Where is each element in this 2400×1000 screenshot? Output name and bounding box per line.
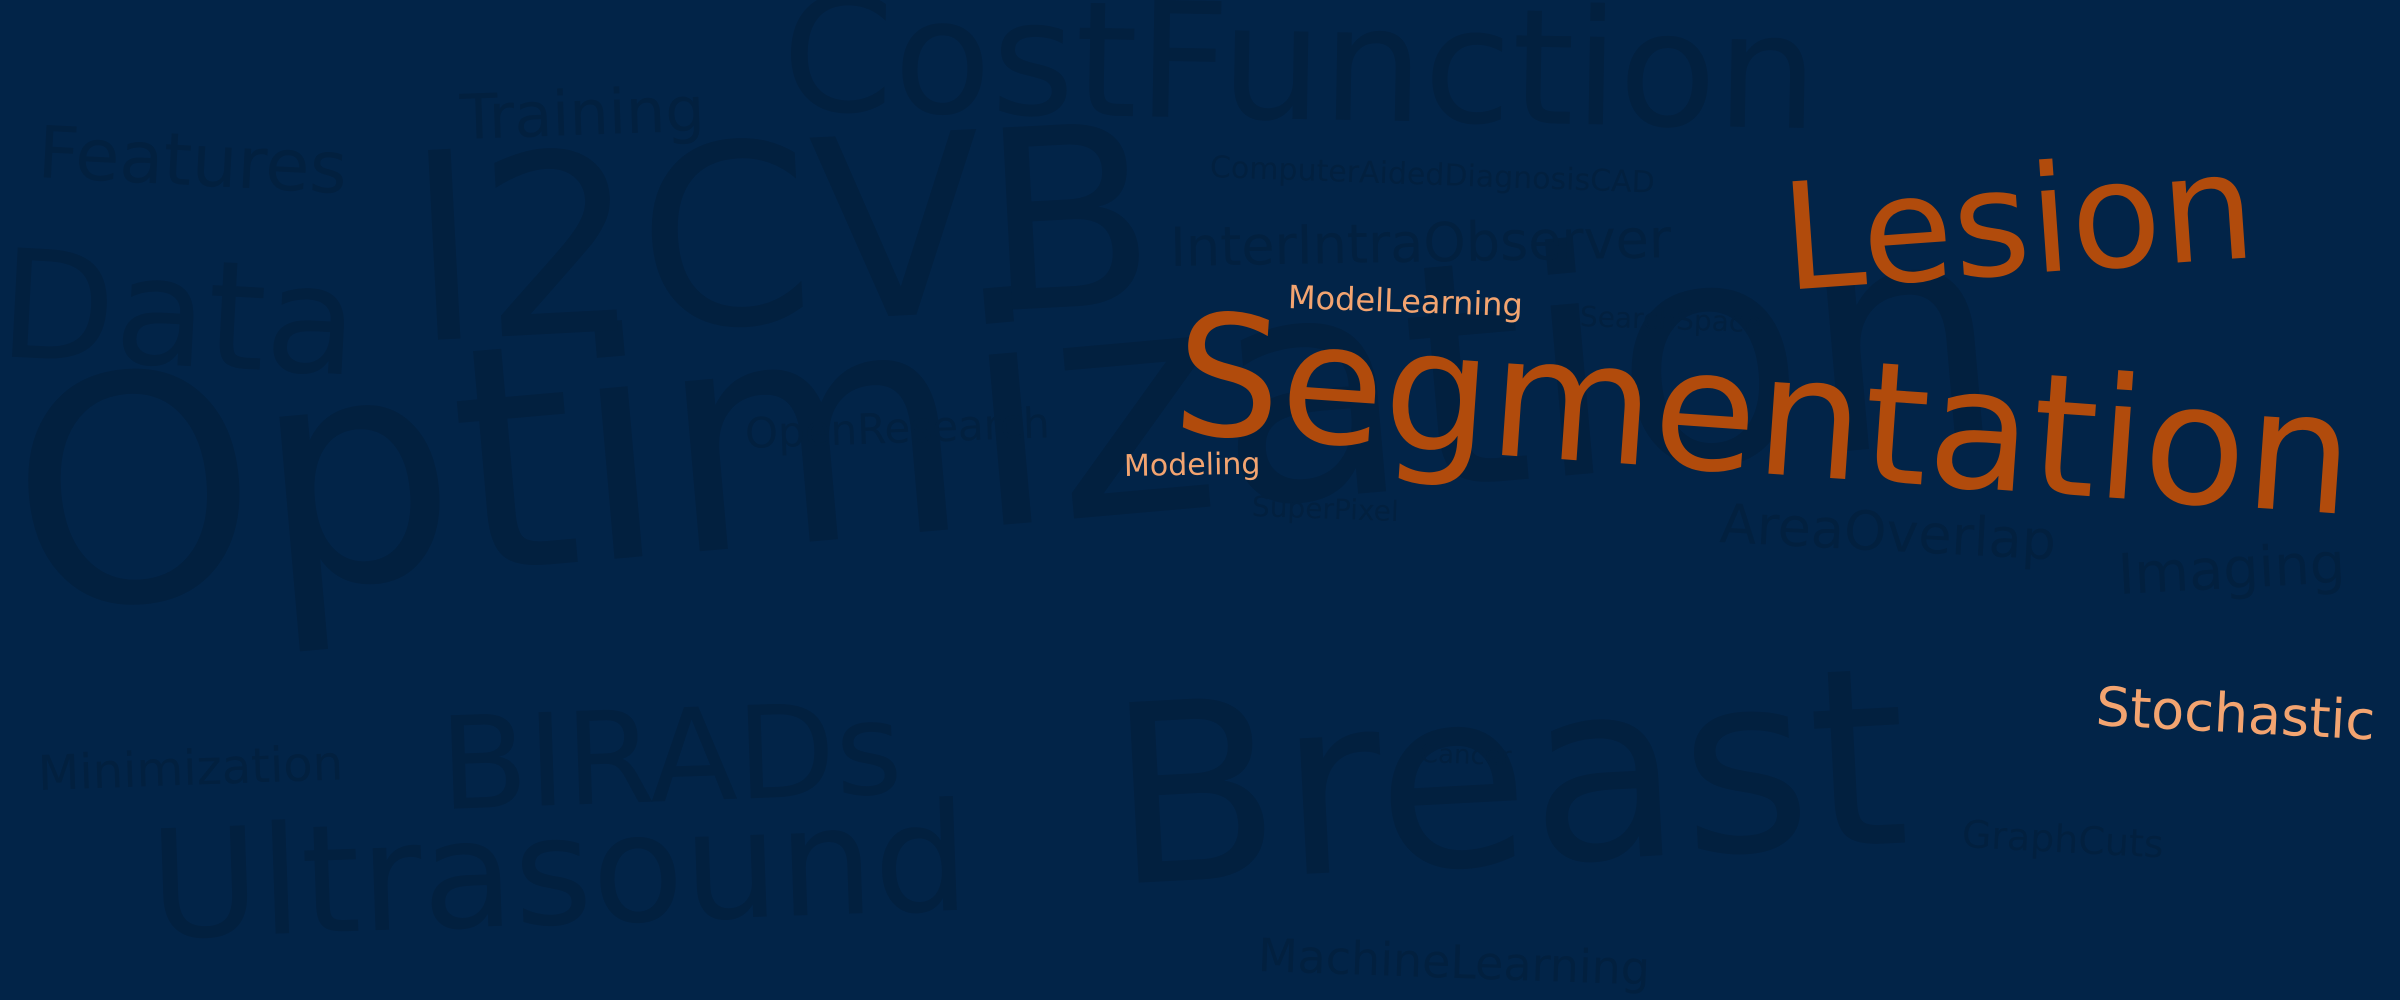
word-training: Training (458, 72, 706, 154)
word-data: Data (0, 218, 363, 411)
word-birads: BIRADs (437, 674, 905, 840)
word-features: Features (35, 110, 350, 211)
word-stochastic: Stochastic (2094, 675, 2377, 753)
word-lesion: Lesion (1776, 120, 2261, 325)
word-machinelearning: MachineLearning (1257, 928, 1651, 996)
word-graphcuts: GraphCuts (1960, 812, 2165, 867)
word-areaoverlap: AreaOverlap (1718, 492, 2058, 573)
word-interintraobserver: InterIntraObserver (1169, 207, 1672, 279)
word-modeling: Modeling (1123, 446, 1261, 484)
word-openresearch: OpenResearch (744, 398, 1051, 458)
word-minimization: Minimization (37, 735, 344, 802)
word-cancer: Cancer (1419, 739, 1513, 773)
word-imaging: Imaging (2116, 531, 2347, 608)
word-modellearning: ModelLearning (1287, 278, 1524, 325)
word-searchspace: SearchSpace (1579, 300, 1763, 340)
word-superpixel: SuperPixel (1251, 490, 1400, 529)
word-breast: Breast (1102, 613, 1915, 943)
word-costfunction: CostFunction (780, 0, 1820, 167)
